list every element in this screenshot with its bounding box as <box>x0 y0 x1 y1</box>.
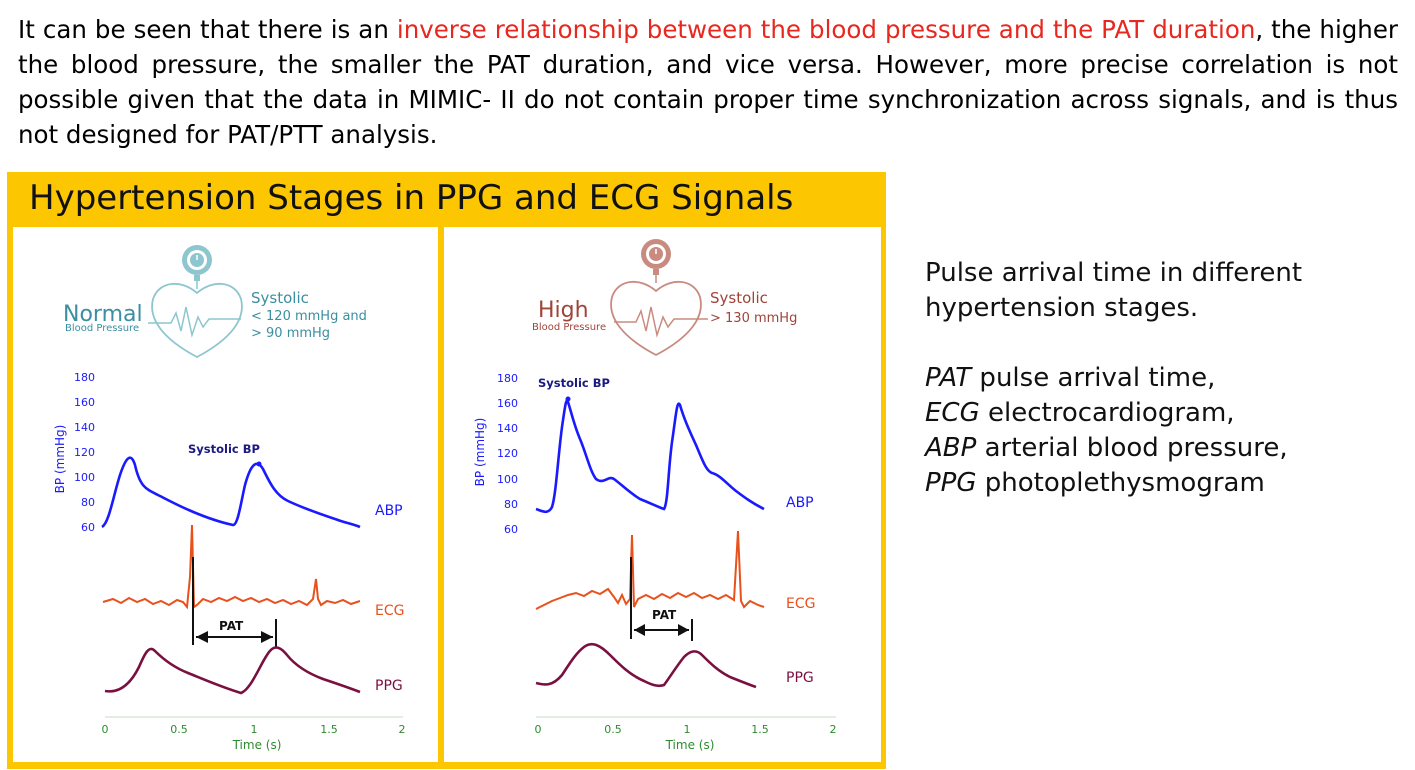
y-tick: 80 <box>81 496 95 509</box>
x-tick: 0.5 <box>604 723 622 736</box>
figure-caption: Pulse arrival time in different hyperten… <box>925 256 1395 501</box>
y-tick: 160 <box>74 396 95 409</box>
x-tick: 2 <box>830 723 837 736</box>
normal-panel-svg: Normal Blood Pressure Systolic < 120 mmH… <box>53 245 406 752</box>
high-bp-panel: High Blood Pressure Systolic > 130 mmHg … <box>444 227 881 762</box>
abp-label: ABP <box>786 495 814 511</box>
hypertension-figure: Hypertension Stages in PPG and ECG Signa… <box>7 172 886 769</box>
normal-bp-panel: Normal Blood Pressure Systolic < 120 mmH… <box>13 227 438 762</box>
x-tick: 1.5 <box>320 723 338 736</box>
ppg-label: PPG <box>375 678 403 694</box>
systolic-range-1: < 120 mmHg and <box>251 309 367 324</box>
ecg-waveform <box>102 524 361 610</box>
x-tick: 1.5 <box>751 723 769 736</box>
abp-label: ABP <box>375 503 403 519</box>
caption-def: ABP arterial blood pressure, <box>925 431 1395 466</box>
caption-def-text: arterial blood pressure, <box>976 433 1288 463</box>
caption-def-text: electrocardiogram, <box>979 398 1235 428</box>
ecg-label: ECG <box>786 596 815 612</box>
y-ticks: 180 160 140 120 100 80 60 <box>497 372 518 536</box>
x-ticks: 0 0.5 1 1.5 2 <box>535 723 837 736</box>
y-tick: 100 <box>497 473 518 486</box>
y-tick: 80 <box>504 498 518 511</box>
caption-abbr: ABP <box>925 433 977 463</box>
intro-text-before: It can be seen that there is an <box>18 15 397 44</box>
y-tick: 120 <box>497 447 518 460</box>
x-tick: 0 <box>102 723 109 736</box>
y-axis-label: BP (mmHg) <box>53 425 67 494</box>
abp-waveform <box>535 399 765 514</box>
abp-waveform <box>101 456 361 529</box>
caption-def-text: photoplethysmogram <box>976 468 1265 498</box>
intro-text-after: , the higher the blood pressure, the sma… <box>18 15 1398 149</box>
caption-abbr: ECG <box>925 398 980 428</box>
caption-spacer <box>925 326 1395 361</box>
x-ticks: 0 0.5 1 1.5 2 <box>102 723 406 736</box>
figure-title: Hypertension Stages in PPG and ECG Signa… <box>29 178 794 218</box>
y-tick: 100 <box>74 471 95 484</box>
x-axis-label: Time (s) <box>232 738 282 752</box>
caption-def: PPG photoplethysmogram <box>925 466 1395 501</box>
x-tick: 2 <box>399 723 406 736</box>
caption-line: Pulse arrival time in different hyperten… <box>925 258 1303 323</box>
y-ticks: 180 160 140 120 100 80 60 <box>74 371 95 534</box>
high-panel-svg: High Blood Pressure Systolic > 130 mmHg … <box>473 239 837 752</box>
heartbeat-icon <box>148 306 241 338</box>
caption-def-text: pulse arrival time, <box>971 363 1216 393</box>
ecg-waveform <box>535 530 765 610</box>
pat-label: PAT <box>652 608 677 622</box>
heartbeat-icon <box>614 306 708 338</box>
x-tick: 0 <box>535 723 542 736</box>
systolic-title: Systolic <box>251 289 309 307</box>
x-tick: 0.5 <box>170 723 188 736</box>
stage-sub: Blood Pressure <box>65 323 139 334</box>
systolic-range-2: > 90 mmHg <box>251 326 330 341</box>
stage-word: High <box>538 298 589 323</box>
y-tick: 140 <box>497 422 518 435</box>
caption-def: ECG electrocardiogram, <box>925 396 1395 431</box>
caption-abbr: PPG <box>925 468 977 498</box>
y-tick: 120 <box>74 446 95 459</box>
systolic-range-1: > 130 mmHg <box>710 311 797 326</box>
y-tick: 180 <box>497 372 518 385</box>
ecg-label: ECG <box>375 603 404 619</box>
pat-label: PAT <box>219 619 244 633</box>
stage-sub: Blood Pressure <box>532 322 606 333</box>
intro-highlight: inverse relationship between the blood p… <box>396 15 1256 44</box>
y-tick: 180 <box>74 371 95 384</box>
intro-paragraph: It can be seen that there is an inverse … <box>18 12 1398 152</box>
ppg-waveform <box>535 642 757 689</box>
systolic-bp-label: Systolic BP <box>188 442 260 456</box>
x-axis-label: Time (s) <box>665 738 715 752</box>
x-tick: 1 <box>684 723 691 736</box>
ppg-waveform <box>104 646 361 695</box>
caption-abbr: PAT <box>925 363 972 393</box>
y-tick: 60 <box>504 523 518 536</box>
systolic-title: Systolic <box>710 289 768 307</box>
y-tick: 60 <box>81 521 95 534</box>
x-tick: 1 <box>251 723 258 736</box>
heart-icon <box>151 283 243 359</box>
gauge-icon <box>182 245 212 289</box>
y-axis-label: BP (mmHg) <box>473 418 487 487</box>
gauge-icon <box>641 239 671 283</box>
y-tick: 140 <box>74 421 95 434</box>
systolic-bp-label: Systolic BP <box>538 376 610 390</box>
caption-def: PAT pulse arrival time, <box>925 361 1395 396</box>
ppg-label: PPG <box>786 670 814 686</box>
y-tick: 160 <box>497 397 518 410</box>
stage-word: Normal <box>63 302 143 327</box>
